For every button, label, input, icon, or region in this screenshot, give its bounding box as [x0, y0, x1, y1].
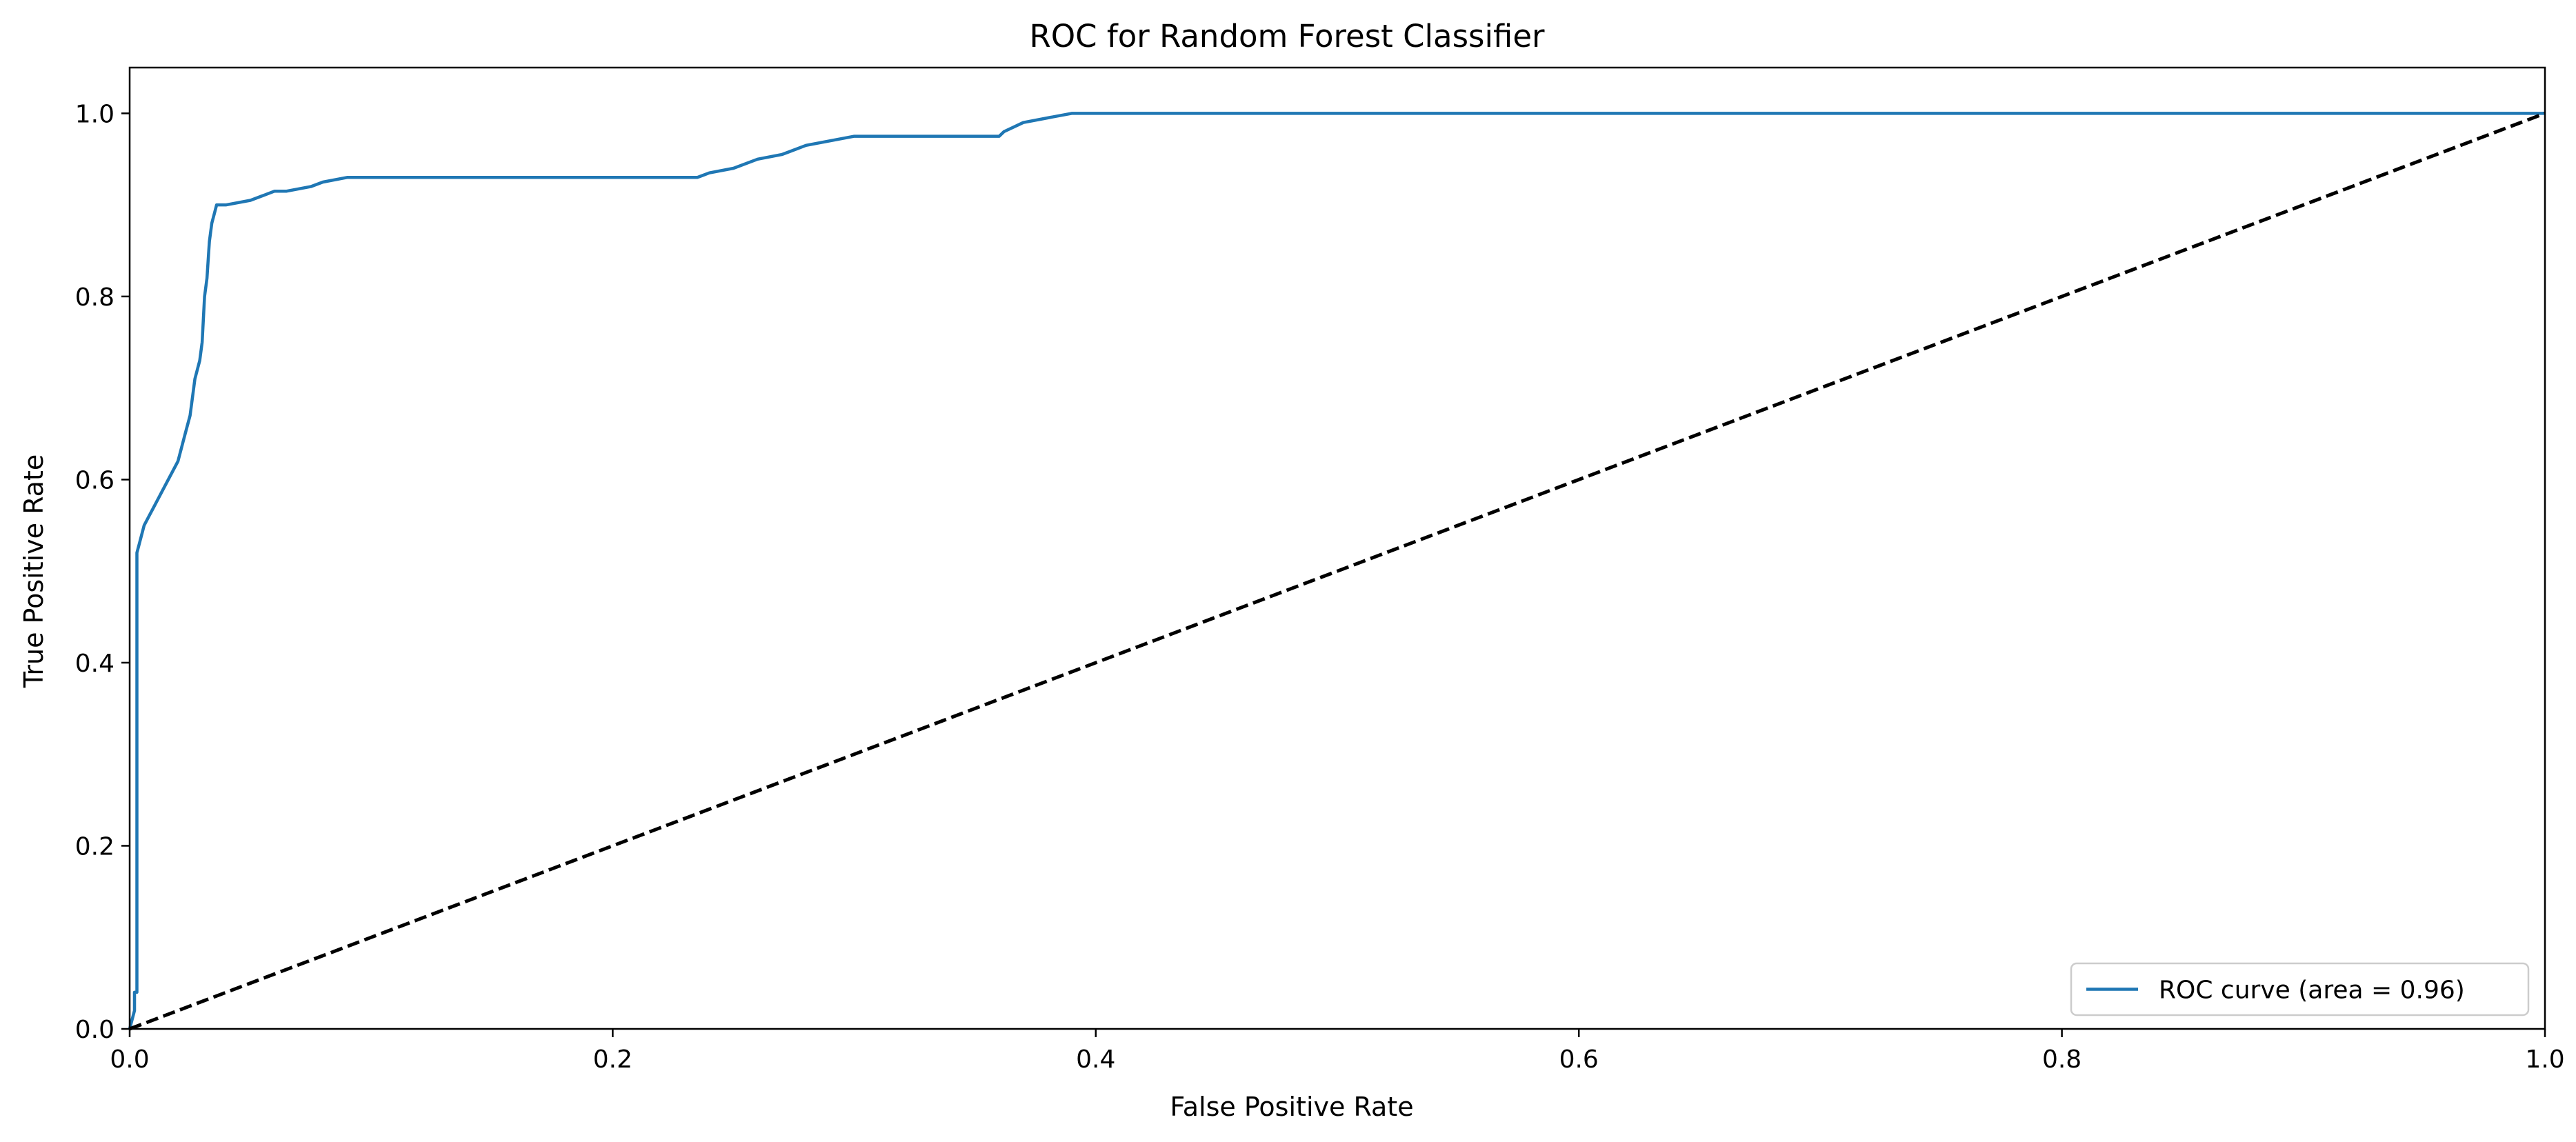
- legend-box: [2070, 962, 2530, 1016]
- axes-frame: [128, 66, 2546, 1030]
- y-tick-label: 0.0: [75, 1016, 114, 1044]
- roc-curve-line: [128, 112, 2545, 1030]
- y-tick-label: 0.6: [75, 466, 114, 494]
- y-tick-label: 0.4: [75, 650, 114, 678]
- x-tick-label: 0.2: [593, 1045, 632, 1074]
- chart-title: ROC for Random Forest Classifier: [1029, 18, 1545, 54]
- x-tick-label: 0.8: [2042, 1045, 2081, 1074]
- legend-label: ROC curve (area = 0.96): [2159, 976, 2465, 1005]
- x-tick-label: 1.0: [2525, 1045, 2564, 1074]
- x-axis-label: False Positive Rate: [1170, 1092, 1413, 1122]
- y-axis-label: True Positive Rate: [19, 454, 49, 689]
- y-tick-label: 1.0: [75, 100, 114, 128]
- axes-layer: 0.0 0.2 0.4 0.6 0.8 1.0 0.0 0.2 0.4 0.6 0.8 1.0: [75, 66, 2565, 1074]
- x-tick-label: 0.6: [1559, 1045, 1599, 1074]
- plot-layer: [128, 112, 2546, 1031]
- y-tick-label: 0.8: [75, 283, 114, 312]
- x-tick-label: 0.0: [110, 1045, 149, 1074]
- x-tick-label: 0.4: [1076, 1045, 1115, 1074]
- legend: ROC curve (area = 0.96): [2070, 962, 2530, 1016]
- chance-diagonal-line: [129, 112, 2546, 1031]
- y-tick-label: 0.2: [75, 832, 114, 861]
